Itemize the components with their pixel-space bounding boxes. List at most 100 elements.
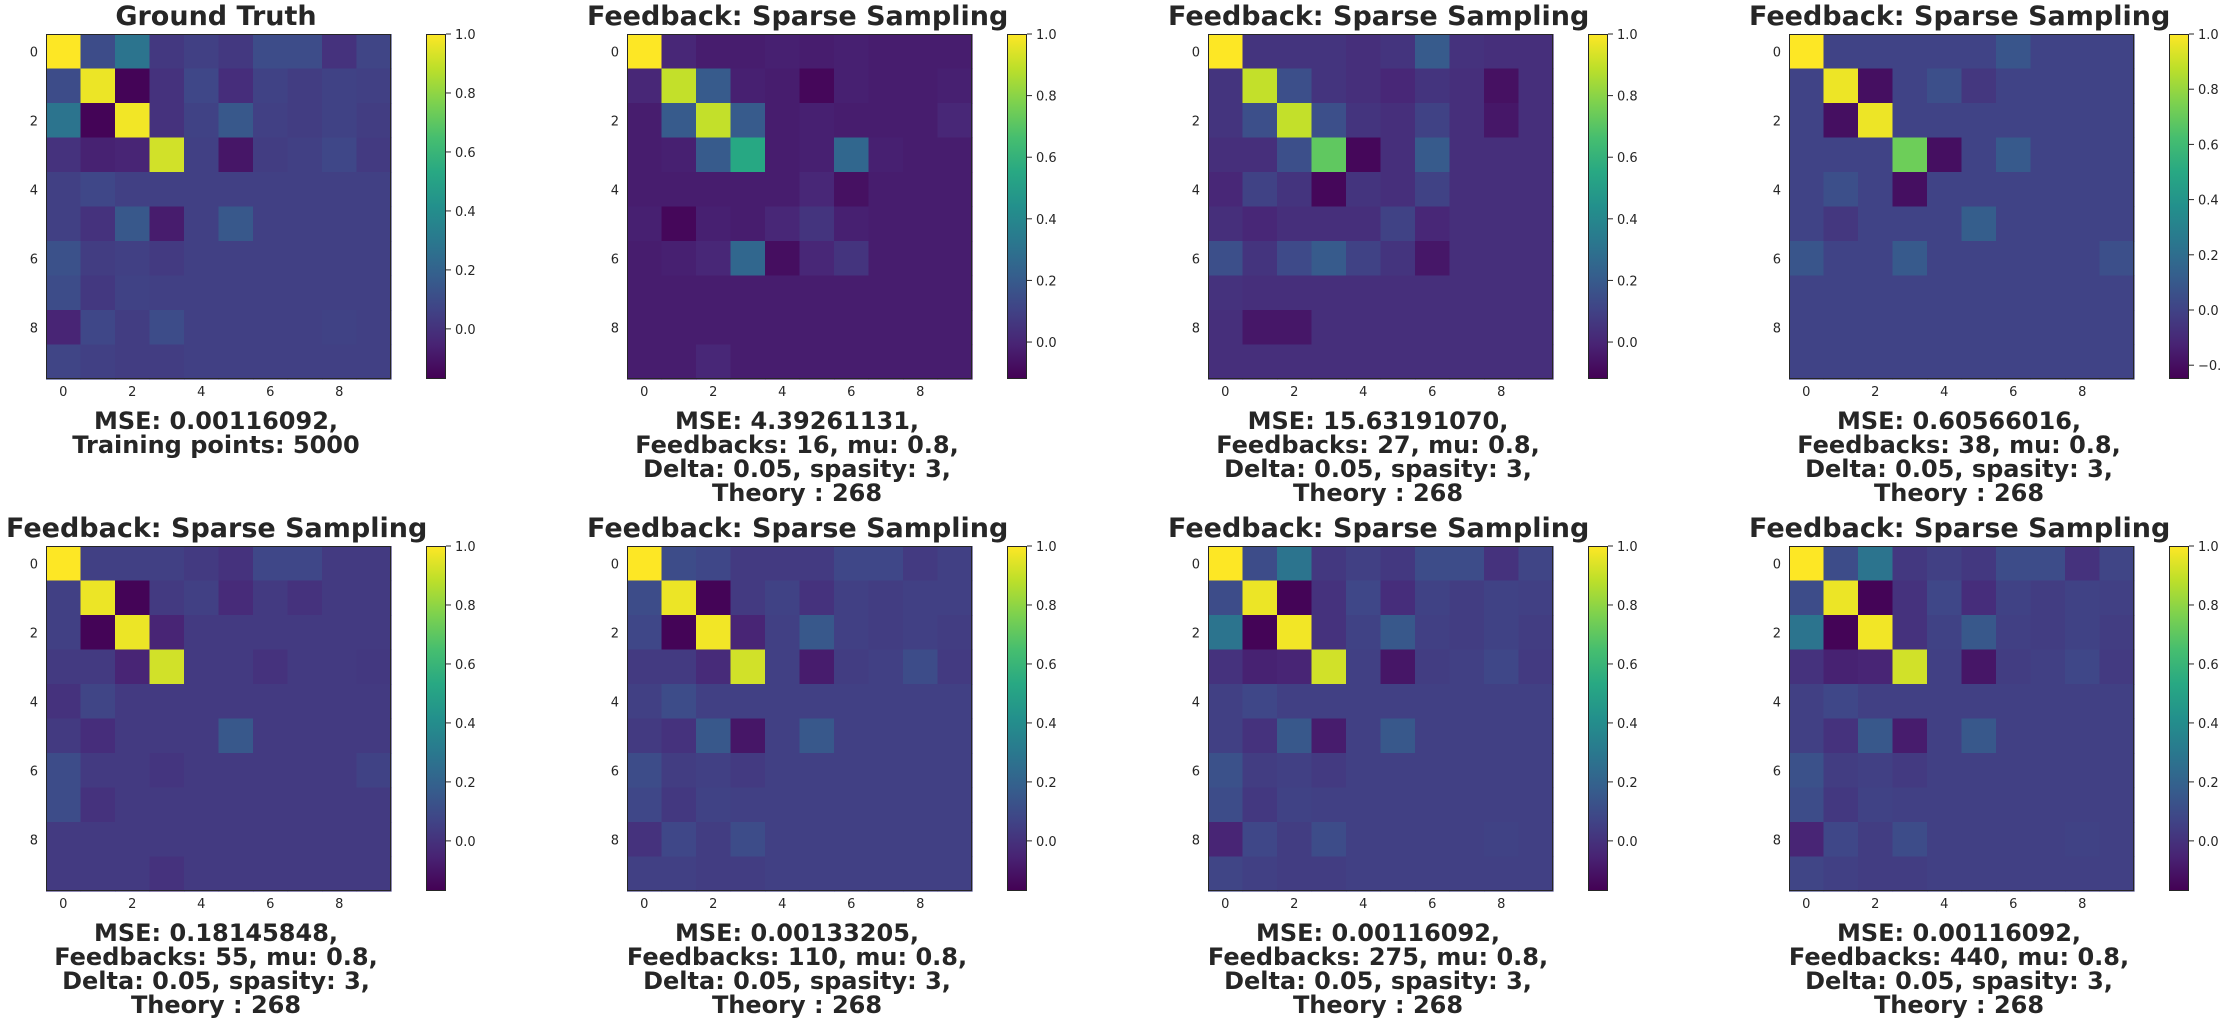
heatmap-cell [356,68,392,104]
heatmap-cell [661,344,697,380]
heatmap-cell [1961,546,1997,582]
heatmap-cell [730,137,766,173]
heatmap-cell [1208,344,1244,380]
y-tick-label: 6 [1773,252,1781,267]
heatmap-cell [868,241,904,277]
heatmap-cell [253,787,289,823]
heatmap-cell [1311,206,1347,242]
heatmap-cell [1996,34,2032,70]
heatmap-cell [322,753,358,789]
y-axis: 0 2 4 6 8 [30,557,38,848]
y-tick-label: 2 [1192,626,1200,641]
x-tick-label: 0 [59,385,67,400]
heatmap-cell [1858,580,1894,616]
panel-title: Feedback: Sparse Sampling [1168,513,1590,544]
heatmap-cell [765,787,801,823]
heatmap-cell [1242,137,1278,173]
heatmap-cell [1311,649,1347,685]
heatmap-cell [937,822,973,858]
heatmap-cell [1892,310,1928,346]
heatmap-cell [1961,856,1997,892]
heatmap-cell [1823,753,1859,789]
heatmap-cell [937,718,973,754]
heatmap-cell [1892,718,1928,754]
heatmap-cell [1346,615,1382,651]
heatmap-cell [696,856,732,892]
heatmap-cell [1892,34,1928,70]
heatmap-cell [356,275,392,311]
heatmap-cell [627,580,663,616]
heatmap-cell [1961,68,1997,104]
heatmap-cell [834,344,870,380]
heatmap-cell [1277,580,1313,616]
heatmap-cell [868,753,904,789]
heatmap-cell [356,615,392,651]
heatmap-cell [1415,580,1451,616]
heatmap-cell [1789,615,1825,651]
heatmap-cell [661,753,697,789]
heatmap-cell [627,753,663,789]
heatmap-cell [1823,649,1859,685]
heatmap-cell [730,822,766,858]
heatmap-cell [149,546,185,582]
colorbar: 1.0 0.8 0.6 0.4 0.2 0.0 [426,540,476,891]
heatmap-cell [1927,103,1963,139]
heatmap-cell [1789,822,1825,858]
heatmap-cell [1892,275,1928,311]
heatmap-cell [322,787,358,823]
heatmap-cell [1415,684,1451,720]
heatmap-cell [1484,103,1520,139]
heatmap-cell [1892,753,1928,789]
heatmap-cell [1311,822,1347,858]
heatmap-cell [322,172,358,208]
heatmap-cell [868,718,904,754]
x-tick-label: 4 [1940,385,1948,400]
heatmap-cell [1518,615,1554,651]
heatmap-cell [765,546,801,582]
y-tick-label: 6 [611,252,619,267]
heatmap-cell [356,103,392,139]
heatmap-plot: 0 2 4 6 8 [627,546,973,912]
heatmap-cell [322,718,358,754]
heatmap-cell [1518,580,1554,616]
x-tick-label: 2 [709,897,717,912]
heatmap-cell [1380,275,1416,311]
heatmap-cell [799,787,835,823]
heatmap-cell [627,275,663,311]
y-tick-label: 8 [1773,321,1781,336]
panel-title: Feedback: Sparse Sampling [587,1,1009,32]
heatmap-cell [253,753,289,789]
heatmap-cell [184,68,220,104]
heatmap-cell [1311,68,1347,104]
heatmap-cell [149,718,185,754]
colorbar-tick-label: 0.6 [1036,151,1057,166]
heatmap-cell [1415,856,1451,892]
heatmap-cell [1449,718,1485,754]
heatmap-cell [46,172,82,208]
heatmap-cell [1208,580,1244,616]
heatmap-cell [2030,580,2066,616]
heatmap-cell [868,310,904,346]
colorbar-tick-label: 0.6 [455,658,476,673]
heatmap-frame [627,546,972,891]
heatmap-plot: 0 2 4 6 8 [46,34,392,400]
heatmap-cell [149,68,185,104]
heatmap-cell [1380,580,1416,616]
heatmap-cell [1311,718,1347,754]
heatmap-cell [1858,68,1894,104]
heatmap-cell [730,103,766,139]
heatmap-cell [2030,241,2066,277]
heatmap-cell [1311,34,1347,70]
heatmap-cell [1346,241,1382,277]
heatmap-cell [287,275,323,311]
y-tick-label: 8 [1192,833,1200,848]
heatmap-cell [1277,241,1313,277]
heatmap-cell [937,787,973,823]
heatmap-cell [1858,206,1894,242]
heatmap-cell [1996,275,2032,311]
heatmap-cell [115,310,151,346]
x-tick-label: 0 [640,385,648,400]
heatmap-cell [1927,34,1963,70]
heatmap-cell [627,241,663,277]
panel-caption: MSE: 0.00133205, Feedbacks: 110, mu: 0.8,… [587,921,1007,1017]
